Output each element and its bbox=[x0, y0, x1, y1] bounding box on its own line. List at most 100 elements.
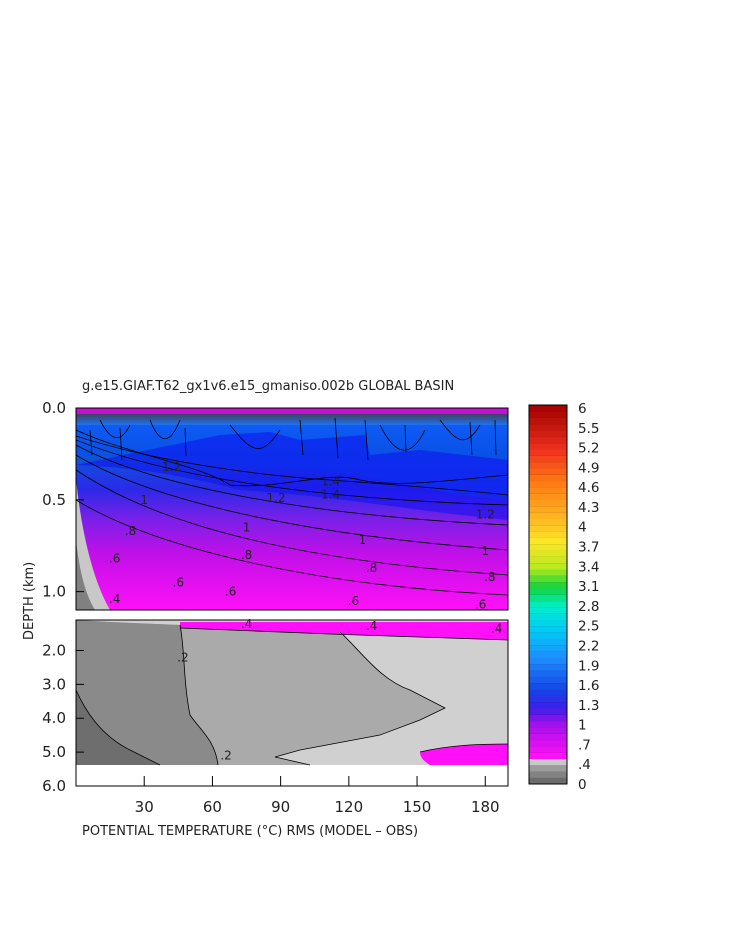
colorbar-label: 0 bbox=[578, 777, 587, 793]
colorbar-swatch bbox=[529, 607, 567, 614]
y-tick-label: 6.0 bbox=[42, 777, 66, 795]
colorbar-swatch bbox=[529, 550, 567, 557]
colorbar-swatch bbox=[529, 638, 567, 646]
colorbar-label: 2.5 bbox=[578, 619, 599, 635]
colorbar-swatch bbox=[529, 708, 567, 715]
colorbar-swatch bbox=[529, 537, 567, 545]
colorbar-label: 3.1 bbox=[578, 579, 599, 595]
colorbar-label: 3.7 bbox=[578, 540, 599, 556]
colorbar-swatch bbox=[529, 752, 567, 760]
y-tick-label: 5.0 bbox=[42, 743, 66, 761]
colorbar-swatch bbox=[529, 499, 567, 507]
colorbar-swatch bbox=[529, 619, 567, 627]
colorbar-swatch bbox=[529, 689, 567, 696]
colorbar-swatch bbox=[529, 670, 567, 677]
colorbar-swatch bbox=[529, 468, 567, 475]
colorbar-label: 6 bbox=[578, 401, 587, 417]
x-tick-label: 150 bbox=[403, 798, 432, 816]
colorbar-swatch bbox=[529, 512, 567, 519]
colorbar-swatch bbox=[529, 651, 567, 658]
colorbar-swatch bbox=[529, 758, 567, 766]
colorbar-label: 1 bbox=[578, 718, 587, 734]
colorbar-swatch bbox=[529, 575, 567, 583]
contour-label: 1.2 bbox=[267, 491, 286, 505]
colorbar-swatch bbox=[529, 701, 567, 709]
contour-label: .4 bbox=[491, 621, 502, 635]
colorbar-swatch bbox=[529, 632, 567, 640]
colorbar-swatch bbox=[529, 645, 567, 652]
colorbar-frame bbox=[528, 404, 568, 785]
upper-left-gray-wedge bbox=[76, 478, 110, 610]
colorbar-swatch bbox=[529, 588, 567, 595]
x-tick-label: 180 bbox=[471, 798, 500, 816]
colorbar-swatch bbox=[529, 531, 567, 538]
colorbar-swatch bbox=[529, 449, 567, 456]
contour-label: .6 bbox=[348, 594, 359, 608]
colorbar-swatch bbox=[529, 423, 567, 431]
contour-label: .2 bbox=[220, 749, 231, 763]
y-tick-label: 1.0 bbox=[42, 583, 66, 601]
lower-panel bbox=[75, 619, 509, 787]
contour-label: 1.4 bbox=[321, 487, 340, 501]
x-tick-label: 90 bbox=[271, 798, 290, 816]
colorbar-swatch bbox=[529, 594, 567, 602]
lower-bottom-magenta bbox=[420, 744, 508, 765]
upper-top-band bbox=[76, 408, 508, 414]
contour-label: .2 bbox=[177, 650, 188, 664]
colorbar-swatch bbox=[529, 474, 567, 482]
colorbar-swatch bbox=[529, 581, 567, 589]
colorbar-label: 2.8 bbox=[578, 599, 599, 615]
y-tick-label: 2.0 bbox=[42, 641, 66, 659]
upper-contours bbox=[76, 417, 508, 596]
colorbar-swatch bbox=[529, 436, 567, 444]
colorbar-label: 4 bbox=[578, 520, 587, 536]
contour-label: .8 bbox=[366, 561, 377, 575]
y-tick-label: 0.5 bbox=[42, 491, 66, 509]
chart-title: g.e15.GIAF.T62_gx1v6.e15_gmaniso.002b GL… bbox=[82, 379, 454, 394]
y-tick-label: 0.0 bbox=[42, 399, 66, 417]
colorbar-swatch bbox=[529, 480, 567, 488]
colorbar-swatch bbox=[529, 739, 567, 747]
contour-label: .4 bbox=[366, 619, 377, 633]
colorbar-swatch bbox=[529, 562, 567, 570]
colorbar-swatch bbox=[529, 613, 567, 621]
axes-ticks: 30 60 90 120 150 180 0.0 0.5 1.0 2.0 3.0 4.0 5.0 6.0 bbox=[42, 399, 499, 816]
colorbar-label: 4.9 bbox=[578, 460, 599, 476]
colorbar-swatch bbox=[529, 518, 567, 526]
contour-label: 1.4 bbox=[321, 474, 340, 488]
upper-panel bbox=[75, 407, 509, 611]
contour-label: .8 bbox=[241, 548, 252, 562]
colorbar-swatch bbox=[529, 442, 567, 450]
y-tick-label: 4.0 bbox=[42, 709, 66, 727]
colorbar-swatch bbox=[529, 455, 567, 463]
lower-white-strip bbox=[76, 765, 508, 786]
colorbar-swatch bbox=[529, 525, 567, 532]
lower-contours bbox=[76, 624, 508, 766]
y-axis-label: DEPTH (km) bbox=[22, 562, 37, 640]
contour-label: 1 bbox=[140, 493, 148, 507]
colorbar-swatch bbox=[529, 676, 567, 684]
lower-dark-gray bbox=[76, 620, 218, 765]
colorbar-swatch bbox=[529, 430, 567, 437]
colorbar-swatch bbox=[529, 727, 567, 734]
colorbar: 6 5.5 5.2 4.9 4.6 4.3 4 3.7 3.4 3.1 2.8 2.5 2.2 1.9 1.… bbox=[528, 401, 599, 793]
colorbar-swatch bbox=[529, 714, 567, 722]
colorbar-swatch bbox=[529, 663, 567, 671]
contour-label: 1 bbox=[359, 533, 367, 547]
colorbar-label: 3.4 bbox=[578, 559, 599, 575]
colorbar-label: 1.9 bbox=[578, 658, 599, 674]
lower-top-magenta bbox=[180, 622, 508, 640]
colorbar-swatch bbox=[529, 411, 567, 418]
colorbar-swatch bbox=[529, 506, 567, 513]
colorbar-swatch bbox=[529, 493, 567, 501]
colorbar-label: .4 bbox=[578, 757, 591, 773]
colorbar-label: 4.6 bbox=[578, 480, 599, 496]
colorbar-swatch bbox=[529, 657, 567, 665]
colorbar-label: 1.6 bbox=[578, 678, 599, 694]
contour-label: 1.2 bbox=[162, 460, 181, 474]
colorbar-swatch bbox=[529, 556, 567, 564]
colorbar-label: 1.3 bbox=[578, 698, 599, 714]
colorbar-swatch bbox=[529, 746, 567, 753]
contour-label: .6 bbox=[173, 575, 184, 589]
